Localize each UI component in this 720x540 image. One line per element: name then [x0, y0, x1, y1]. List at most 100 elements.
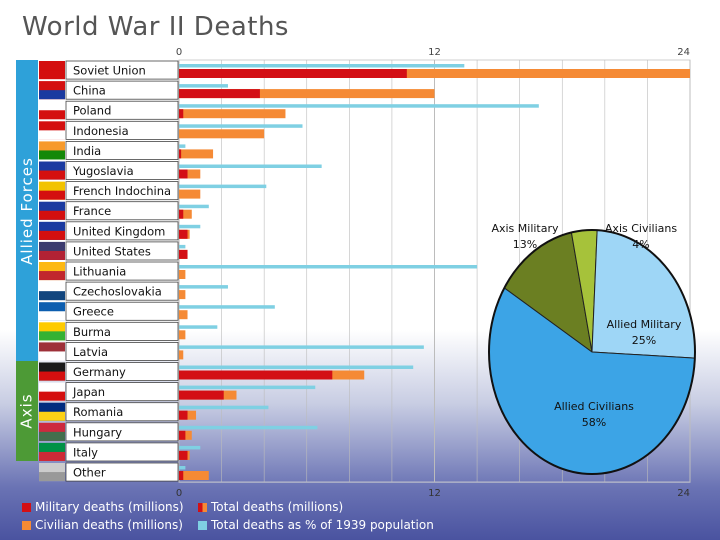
category-label-box: [65, 80, 179, 100]
category-label-box: [65, 281, 179, 301]
civilian-bar: [179, 129, 265, 139]
category-label: Soviet Union: [73, 64, 146, 78]
chart-title: World War II Deaths: [22, 12, 289, 42]
pie-slice-percent: 25%: [632, 334, 656, 347]
military-bar: [179, 471, 184, 480]
category-label: Italy: [73, 445, 98, 459]
legend-percent-label: Total deaths as % of 1939 population: [211, 518, 434, 532]
percent-bar: [179, 466, 186, 470]
legend-percent: Total deaths as % of 1939 population: [198, 518, 434, 532]
percent-bar: [179, 124, 303, 128]
civilian-bar: [179, 109, 286, 119]
category-label-box: [65, 261, 179, 281]
pie-slice-name: Allied Military: [607, 318, 682, 331]
category-label-box: [65, 201, 179, 221]
category-label-box: [65, 181, 179, 201]
flag-icon-stripe: [39, 291, 65, 301]
percent-bar: [179, 64, 465, 68]
category-label-box: [65, 362, 179, 382]
legend-civilian-swatch: [22, 520, 31, 530]
military-bar: [179, 229, 188, 239]
civilian-bar: [179, 471, 209, 480]
military-bar: [179, 89, 260, 99]
civilian-bar: [179, 290, 186, 300]
percent-bar: [179, 104, 539, 108]
civilian-bar: [179, 310, 188, 320]
military-bar: [179, 69, 407, 78]
category-label-box: [65, 161, 179, 181]
civilian-bar: [179, 149, 214, 159]
legend-military: Military deaths (millions): [22, 500, 184, 514]
flag-icon-stripe: [39, 331, 65, 341]
civilian-bar: [179, 89, 435, 99]
category-label: Greece: [73, 305, 114, 319]
percent-bar: [179, 204, 209, 209]
flag-icon-stripe: [39, 90, 65, 100]
civilian-bar: [179, 69, 690, 78]
x-tick-label-bottom: 0: [176, 488, 182, 499]
category-label: Romania: [73, 405, 123, 419]
flag-icon-stripe: [39, 411, 65, 421]
military-bar: [179, 149, 182, 159]
legend-military-label: Military deaths (millions): [35, 500, 184, 514]
category-label-box: [65, 402, 179, 422]
flag-icon-stripe: [39, 431, 65, 441]
percent-bar: [179, 325, 218, 329]
pie-slice-percent: 58%: [582, 416, 606, 429]
category-label: Burma: [73, 325, 111, 339]
category-label: Latvia: [73, 345, 108, 359]
flag-icon-stripe: [39, 170, 65, 180]
category-label-box: [65, 221, 179, 241]
category-label: Other: [73, 466, 106, 480]
flag-icon-stripe: [39, 110, 65, 120]
x-tick-label-top: 24: [677, 47, 690, 58]
military-bar: [179, 370, 333, 380]
flag-icon-stripe: [39, 190, 65, 200]
flag-icon-stripe: [39, 70, 65, 80]
legend-total-swatch: [198, 502, 207, 512]
category-label: China: [73, 84, 106, 98]
flag-icon-stripe: [39, 250, 65, 260]
flag-icon-stripe: [39, 150, 65, 160]
category-label-box: [65, 422, 179, 442]
percent-bar: [179, 184, 267, 189]
percent-bar: [179, 164, 322, 168]
category-label-box: [65, 462, 179, 482]
flag-icon-stripe: [39, 271, 65, 281]
category-label: Germany: [73, 365, 126, 379]
category-label-box: [65, 321, 179, 341]
pie-slice-percent: 13%: [513, 238, 537, 251]
percent-bar: [179, 405, 269, 410]
percent-bar: [179, 305, 275, 309]
military-bar: [179, 109, 184, 119]
pie-slice-name: Allied Civilians: [554, 400, 634, 413]
category-label: Czechoslovakia: [73, 285, 162, 299]
x-tick-label-top: 12: [428, 47, 441, 58]
flag-icon-stripe: [39, 210, 65, 220]
civilian-bar: [179, 209, 192, 219]
flag-icon-stripe: [39, 472, 65, 482]
percent-bar: [179, 84, 228, 88]
pie-slice-name: Axis Military: [491, 222, 559, 235]
category-label-box: [65, 241, 179, 261]
percent-bar: [179, 144, 186, 148]
category-label: India: [73, 144, 101, 158]
percent-bar: [179, 244, 186, 249]
flag-icon-stripe: [39, 230, 65, 240]
x-tick-label-top: 0: [176, 47, 182, 58]
flag-icon-stripe: [39, 371, 65, 381]
legend-civilian: Civilian deaths (millions): [22, 518, 183, 532]
category-label: Lithuania: [73, 265, 126, 279]
category-label: France: [73, 204, 111, 218]
legend-percent-swatch: [198, 520, 207, 530]
military-bar: [179, 209, 184, 219]
pie-slice-percent: 4%: [632, 238, 649, 251]
category-label: Indonesia: [73, 124, 129, 138]
civilian-bar: [179, 189, 201, 199]
flag-icon-stripe: [39, 391, 65, 401]
percent-bar: [179, 285, 228, 289]
percent-bar: [179, 385, 316, 390]
allied-forces-band: Allied Forces: [16, 60, 38, 361]
category-label: Yugoslavia: [72, 164, 134, 178]
